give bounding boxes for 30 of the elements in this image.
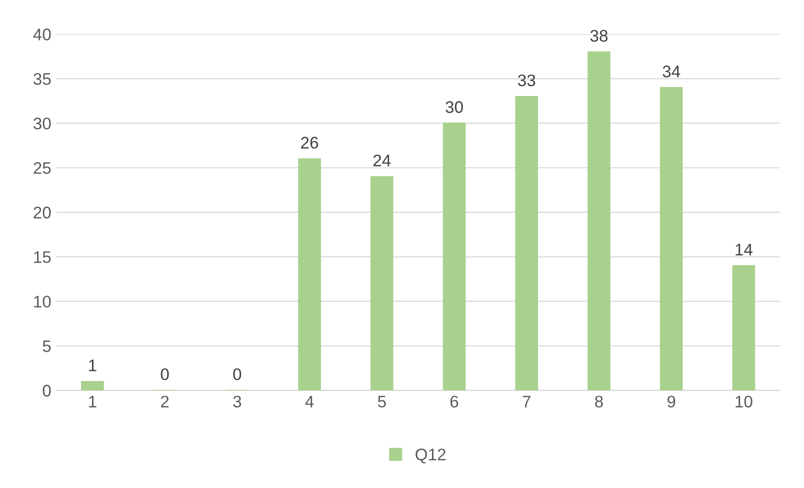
- legend-label: Q12: [416, 448, 446, 464]
- y-tick-label: 20: [34, 206, 51, 218]
- data-label: 14: [736, 244, 752, 256]
- x-tick-label: 8: [595, 396, 603, 408]
- x-tick-label: 7: [522, 396, 530, 408]
- data-label: 1: [89, 360, 96, 372]
- y-tick-label: 5: [42, 340, 51, 352]
- x-tick-label: 10: [736, 396, 752, 408]
- x-tick-label: 1: [89, 396, 96, 408]
- x-tick-label: 4: [305, 396, 314, 408]
- y-tick-label: 30: [34, 118, 51, 130]
- data-label: 34: [662, 66, 680, 78]
- data-label: 30: [446, 101, 463, 113]
- x-tick-label: 9: [667, 396, 676, 408]
- data-label: 0: [160, 368, 169, 380]
- x-tick-label: 6: [450, 396, 458, 408]
- data-label: 24: [373, 154, 391, 166]
- data-label: 0: [233, 368, 242, 380]
- y-tick-label: 10: [34, 296, 51, 308]
- x-tick-label: 3: [233, 396, 242, 408]
- y-tick-label: 0: [42, 384, 51, 397]
- y-tick-label: 25: [34, 162, 51, 174]
- data-label: 33: [518, 74, 536, 86]
- data-label: 26: [301, 136, 318, 149]
- data-label: 38: [590, 30, 608, 42]
- y-tick-label: 35: [34, 73, 51, 85]
- y-tick-label: 15: [34, 251, 51, 264]
- y-tick-label: 40: [33, 28, 51, 40]
- x-tick-label: 5: [378, 396, 386, 408]
- x-tick-label: 2: [161, 396, 169, 408]
